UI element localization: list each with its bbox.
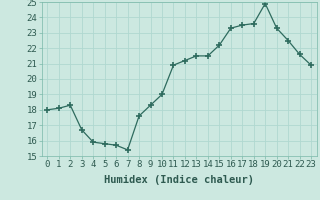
X-axis label: Humidex (Indice chaleur): Humidex (Indice chaleur)	[104, 175, 254, 185]
